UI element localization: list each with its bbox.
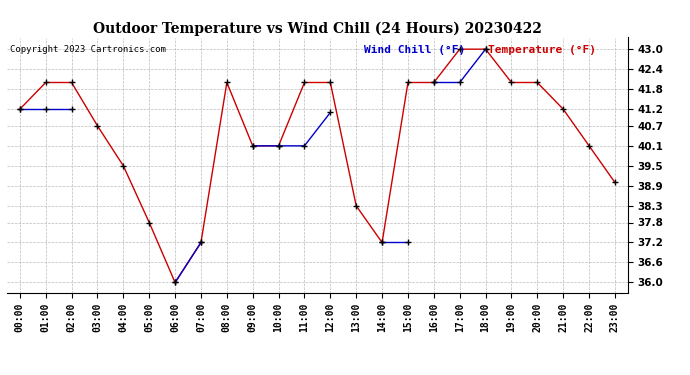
Text: Temperature (°F): Temperature (°F) xyxy=(489,45,596,55)
Text: Wind Chill (°F): Wind Chill (°F) xyxy=(364,45,465,55)
Text: Copyright 2023 Cartronics.com: Copyright 2023 Cartronics.com xyxy=(10,45,166,54)
Title: Outdoor Temperature vs Wind Chill (24 Hours) 20230422: Outdoor Temperature vs Wind Chill (24 Ho… xyxy=(93,22,542,36)
